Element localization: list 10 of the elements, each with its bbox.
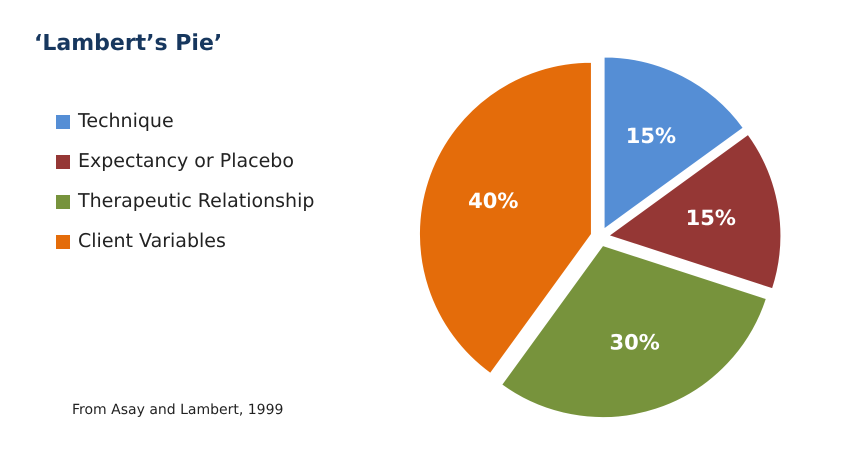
data-label: 40% bbox=[468, 189, 518, 214]
legend-label: Technique bbox=[77, 110, 174, 132]
data-label: 30% bbox=[610, 330, 660, 354]
legend-label: Therapeutic Relationship bbox=[77, 190, 314, 212]
legend-label: Client Variables bbox=[78, 230, 226, 252]
legend-label: Expectancy or Placebo bbox=[78, 150, 294, 172]
chart-title: ‘Lambert’s Pie’ bbox=[34, 31, 222, 56]
text: From Asay and Lambert, 1999 bbox=[72, 402, 284, 418]
data-label: 15% bbox=[626, 124, 676, 148]
data-label: 15% bbox=[686, 206, 736, 230]
